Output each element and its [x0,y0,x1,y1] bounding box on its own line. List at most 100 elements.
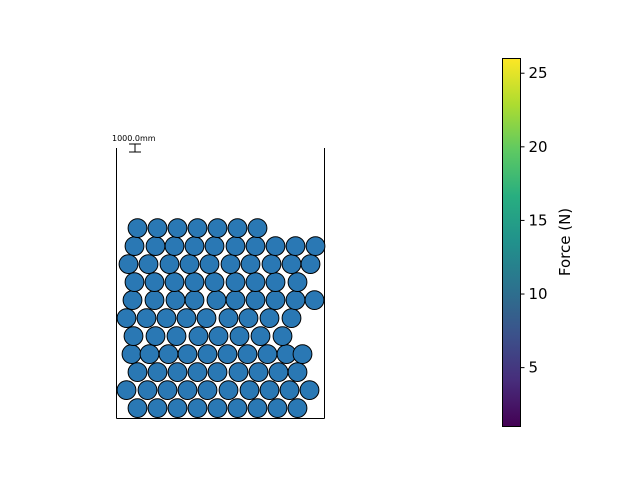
particle [299,380,320,401]
particle [184,272,205,293]
particle [237,344,258,365]
particle [116,380,137,401]
particle [240,254,261,275]
particle [167,362,188,383]
particle [259,308,280,329]
particle [127,362,148,383]
scale-bar-label: 1000.0mm [112,134,156,143]
particle [272,326,293,347]
particle [127,218,148,239]
colorbar-tick-label: 5 [529,359,539,377]
particle [228,362,249,383]
particle [218,308,239,329]
particle [124,236,145,257]
particle [259,380,280,401]
particle [206,290,227,311]
particle [167,218,188,239]
particle-layer [116,218,326,419]
colorbar: 5 10 15 20 25 Force (N) [502,58,574,427]
particle [281,254,302,275]
particle [261,254,282,275]
particle [227,218,248,239]
scale-bar: 1000.0mm [112,134,156,153]
particle [268,362,289,383]
particle [220,254,241,275]
particle [147,398,168,419]
particle [247,398,268,419]
container [116,148,325,419]
particle [292,344,313,365]
particle [227,398,248,419]
particle [238,308,259,329]
particle [144,272,165,293]
particle [300,254,321,275]
particle [127,398,148,419]
particle [245,236,266,257]
particle [229,326,250,347]
particle [145,326,166,347]
colorbar-label: Force (N) [556,208,574,276]
particle [177,380,198,401]
colorbar-tick-label: 10 [529,285,548,303]
particle [165,290,186,311]
particle [121,344,142,365]
particle [184,236,205,257]
particle [207,362,228,383]
particle [187,362,208,383]
particle [239,380,260,401]
particle [217,344,238,365]
particle [138,254,159,275]
particle [179,254,200,275]
particle [285,236,306,257]
particle [225,272,246,293]
particle [124,272,145,293]
particle [208,326,229,347]
particle [197,380,218,401]
particle [207,218,228,239]
particle [184,290,205,311]
particle [176,308,197,329]
particle [116,308,137,329]
particle [245,272,266,293]
particle [166,326,187,347]
particle [139,344,160,365]
particle [144,290,165,311]
particle [158,344,179,365]
particle [164,272,185,293]
particle [167,398,188,419]
particle [248,362,269,383]
particle [187,218,208,239]
particle [137,380,158,401]
particle [136,308,157,329]
particle [285,290,306,311]
particle [145,236,166,257]
particle [287,398,308,419]
particle [157,380,178,401]
particle [265,272,286,293]
particle [218,380,239,401]
particle [207,398,228,419]
particle [225,236,246,257]
particle [196,308,217,329]
colorbar-ticks: 5 10 15 20 25 [520,64,548,377]
particle [159,254,180,275]
particle [245,290,266,311]
particle [123,326,144,347]
particle [177,344,198,365]
particle [188,326,209,347]
particle [156,308,177,329]
particle [204,272,225,293]
particle [147,362,168,383]
colorbar-tick-label: 25 [529,64,548,82]
particle [118,254,139,275]
particle [304,290,325,311]
particle [281,308,302,329]
particle [199,254,220,275]
colorbar-gradient [502,58,521,427]
particle [197,344,218,365]
particle [265,290,286,311]
particle [287,362,308,383]
particle [122,290,143,311]
particle [204,236,225,257]
